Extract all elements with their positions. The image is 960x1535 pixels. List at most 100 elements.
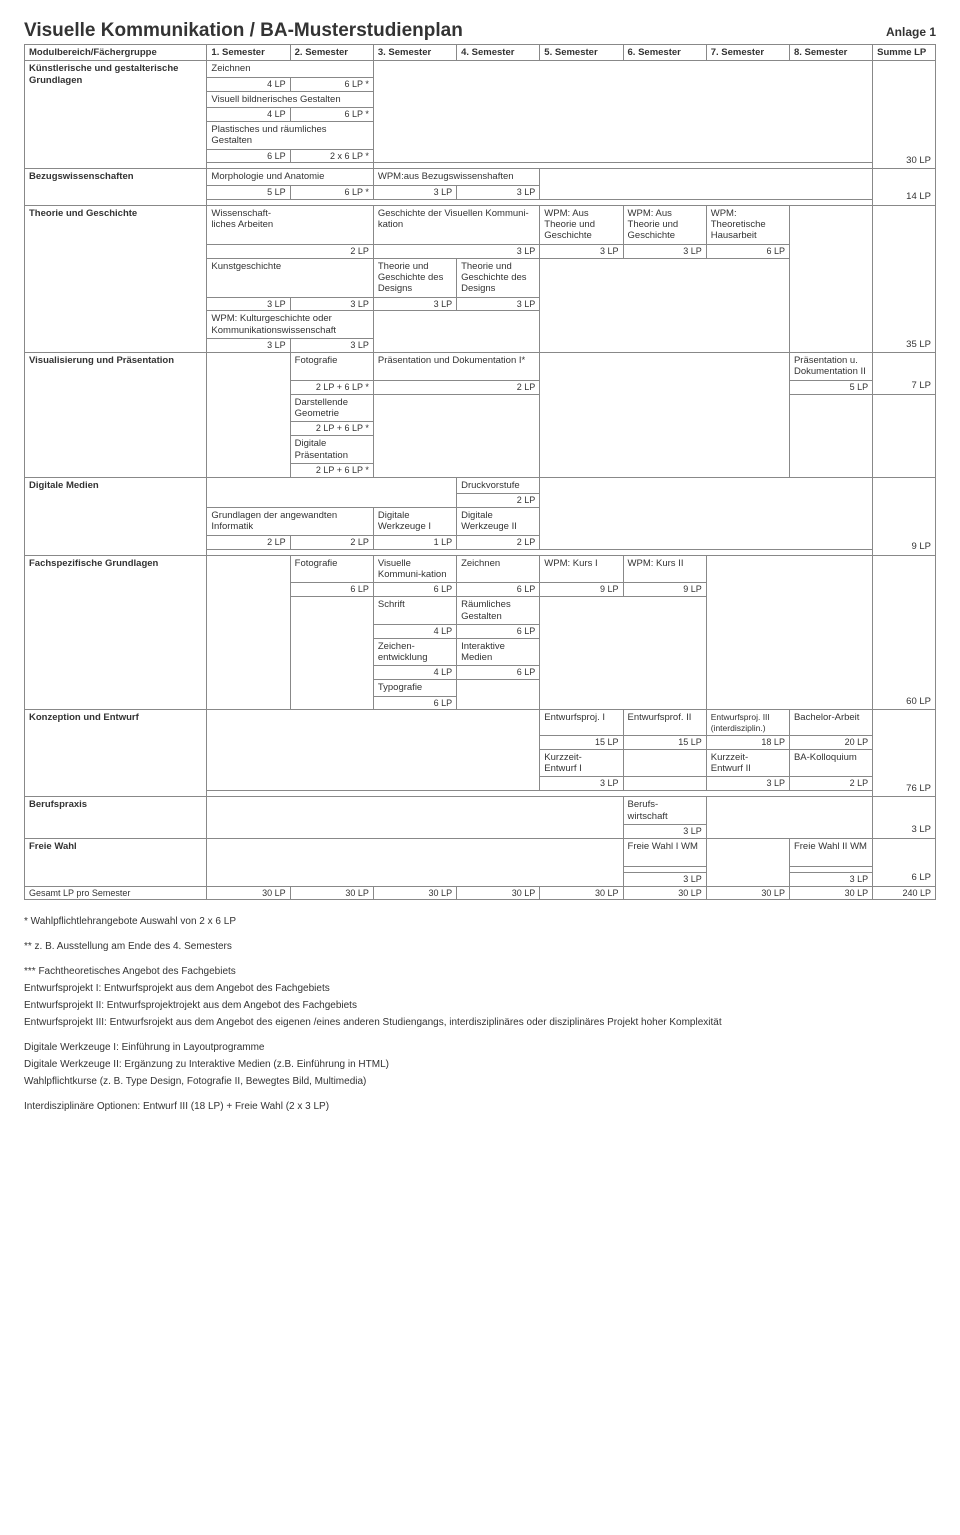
cell-prg: Plastisches und räumliches Gestalten (207, 121, 373, 149)
col-header-s2: 2. Semester (290, 45, 373, 61)
cell-vk: Visuelle Kommuni-kation (373, 555, 456, 583)
total-s1: 30 LP (207, 886, 290, 900)
lp: 3 LP (706, 777, 789, 791)
cell-bwirt: Berufs- wirtschaft (623, 797, 706, 825)
lp: 6 LP (290, 583, 373, 597)
cell-ze: Zeichen- entwicklung (373, 638, 456, 666)
lp: 3 LP (623, 872, 706, 886)
cell-dw2: Digitale Werkzeuge II (457, 507, 540, 535)
lp: 2 LP (457, 494, 540, 508)
cell-fw2: Freie Wahl II WM (789, 838, 872, 866)
lp: 3 LP (540, 777, 623, 791)
lp: 4 LP (373, 624, 456, 638)
group-ke: Konzeption und Entwurf (25, 710, 207, 797)
lp: 3 LP (457, 297, 540, 311)
lp: 3 LP (789, 872, 872, 886)
footnote: Entwurfsprojekt II: Entwurfsprojektrojek… (24, 998, 936, 1013)
col-header-s3: 3. Semester (373, 45, 456, 61)
lp: 2 LP + 6 LP * (290, 380, 373, 394)
col-header-s8: 8. Semester (789, 45, 872, 61)
cell-dp: Digitale Präsentation (290, 436, 373, 464)
cell-vbg: Visuell bildnerisches Gestalten (207, 91, 373, 107)
lp: 3 LP (623, 244, 706, 258)
curriculum-table: Modulbereich/Fächergruppe 1. Semester 2.… (24, 44, 936, 900)
cell-wpmtg1: WPM: Aus Theorie und Geschichte (540, 205, 623, 244)
lp: 2 LP (290, 535, 373, 549)
cell-gvk: Geschichte der Visuellen Kommuni-kation (373, 205, 539, 244)
lp: 2 LP (457, 535, 540, 549)
cell-tgd1: Theorie und Geschichte des Designs (373, 258, 456, 297)
lp: 4 LP (207, 77, 290, 91)
cell-zeichnen: Zeichnen (207, 61, 373, 77)
lp: 6 LP * (290, 107, 373, 121)
lp: 5 LP (789, 380, 872, 394)
lp: 2 LP + 6 LP * (290, 463, 373, 477)
cell-fw1: Freie Wahl I WM (623, 838, 706, 866)
lp: 6 LP * (290, 77, 373, 91)
cell-wpmk1: WPM: Kurs I (540, 555, 623, 583)
group-bp: Berufspraxis (25, 797, 207, 839)
cell-kz2: Kurzzeit- Entwurf II (706, 749, 789, 777)
col-header-s4: 4. Semester (457, 45, 540, 61)
lp: 6 LP (457, 624, 540, 638)
lp: 3 LP (457, 185, 540, 199)
lp: 6 LP (373, 696, 456, 710)
cell-wissarb: Wissenschaft- liches Arbeiten (207, 205, 373, 244)
total-s4: 30 LP (457, 886, 540, 900)
sum-kg: 30 LP (873, 61, 936, 169)
footnote: Digitale Werkzeuge II: Ergänzung zu Inte… (24, 1057, 936, 1072)
cell-foto: Fotografie (290, 353, 373, 381)
cell-dv: Druckvorstufe (457, 477, 540, 493)
total-s6: 30 LP (623, 886, 706, 900)
footnote: Entwurfsprojekt I: Entwurfsprojekt aus d… (24, 981, 936, 996)
lp: 2 LP + 6 LP * (290, 422, 373, 436)
footnote: ** z. B. Ausstellung am Ende des 4. Seme… (24, 939, 936, 954)
sum-dm: 9 LP (873, 477, 936, 555)
cell-ep3: Entwurfsproj. III (interdisziplin.) (706, 710, 789, 735)
cell-ep2: Entwurfsprof. II (623, 710, 706, 735)
group-fw: Freie Wahl (25, 838, 207, 886)
lp: 3 LP (373, 244, 539, 258)
lp: 3 LP (623, 825, 706, 839)
total-s8: 30 LP (789, 886, 872, 900)
cell-im: Interaktive Medien (457, 638, 540, 666)
total-s7: 30 LP (706, 886, 789, 900)
group-dm: Digitale Medien (25, 477, 207, 555)
cell-tgd2: Theorie und Geschichte des Designs (457, 258, 540, 297)
page-title: Visuelle Kommunikation / BA-Musterstudie… (24, 20, 936, 42)
cell-wpmtg2: WPM: Aus Theorie und Geschichte (623, 205, 706, 244)
cell-pd2: Präsentation u. Dokumentation II (789, 353, 872, 381)
col-header-s1: 1. Semester (207, 45, 290, 61)
cell-kz1: Kurzzeit- Entwurf I (540, 749, 623, 777)
cell-wpmbw: WPM:aus Bezugswissenshaften (373, 169, 539, 185)
footnote: * Wahlpflichtlehrangebote Auswahl von 2 … (24, 914, 936, 929)
lp: 6 LP (457, 583, 540, 597)
cell-morph: Morphologie und Anatomie (207, 169, 373, 185)
col-header-s7: 7. Semester (706, 45, 789, 61)
anlage-label: Anlage 1 (886, 25, 936, 39)
total-s5: 30 LP (540, 886, 623, 900)
lp: 6 LP (207, 149, 290, 163)
sum-ke: 76 LP (873, 710, 936, 797)
lp: 3 LP (373, 185, 456, 199)
col-header-s5: 5. Semester (540, 45, 623, 61)
lp: 2 x 6 LP * (290, 149, 373, 163)
col-header-group: Modulbereich/Fächergruppe (25, 45, 207, 61)
group-fg: Fachspezifische Grundlagen (25, 555, 207, 710)
lp: 6 LP * (290, 185, 373, 199)
lp: 2 LP (207, 535, 290, 549)
lp: 5 LP (207, 185, 290, 199)
cell-dg: Darstellende Geometrie (290, 394, 373, 422)
cell-wpmk2: WPM: Kurs II (623, 555, 706, 583)
lp: 6 LP (706, 244, 789, 258)
lp: 4 LP (373, 666, 456, 680)
group-total: Gesamt LP pro Semester (25, 886, 207, 900)
group-tg: Theorie und Geschichte (25, 205, 207, 353)
lp: 4 LP (207, 107, 290, 121)
lp: 3 LP (290, 297, 373, 311)
cell-gai: Grundlagen der angewandten Informatik (207, 507, 373, 535)
col-header-sum: Summe LP (873, 45, 936, 61)
group-kg: Künstlerische und gestalterische Grundla… (25, 61, 207, 169)
cell-schrift: Schrift (373, 597, 456, 625)
sum-bw: 14 LP (873, 169, 936, 205)
